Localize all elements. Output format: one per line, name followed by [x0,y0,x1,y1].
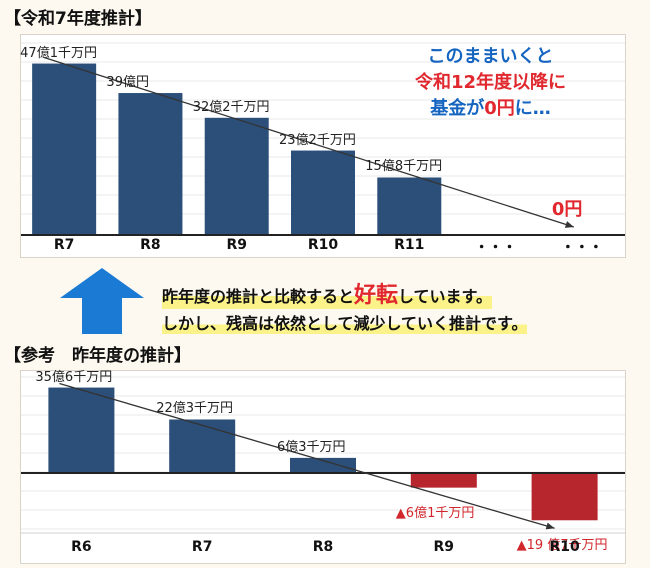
bar-R8 [290,457,356,473]
value-label: 39億円 [106,75,149,91]
section2-title: 【参考 昨年度の推計】 [4,346,191,366]
x-tick-label: R7 [53,237,75,253]
chart-2025-estimate: 47億1千万円 39億円 32億2千万円 23億2千万円 15億8千万円 0円 R7 R8 R9… [20,34,626,258]
value-label: 23億2千万円 [279,132,356,148]
chart2-svg [21,376,625,534]
x-tick-label: R10 [307,237,339,253]
value-label: 6億3千万円 [277,439,346,455]
value-label: 47億1千万円 [20,45,97,61]
trend-arrowhead [545,522,555,530]
bar-R9 [204,117,269,235]
x-tick-label: R11 [394,237,425,253]
negative-value-label: ▲19 億7千万円 [516,538,608,554]
x-tick-label: R6 [71,539,92,555]
trend-arrowhead [564,221,574,228]
outlook-note: このままいくと 令和12年度以降に 基金が0円に… [415,44,566,122]
value-label: 32億2千万円 [192,99,270,115]
trend-line [43,56,575,228]
up-arrow-icon [60,268,144,334]
note-line1: このままいくと [427,46,554,67]
negative-bar-R9 [410,473,477,488]
bar-R7 [32,63,97,235]
negative-value-label: ▲6億1千万円 [395,505,475,521]
trend-line [59,382,555,529]
x-tick-label: R8 [312,539,334,555]
note-line2: 令和12年度以降に [415,72,567,93]
x-tick-label: R9 [226,237,247,253]
chart1-svg [21,42,625,236]
x-tick-label: R9 [433,539,455,555]
bar-R8 [118,93,183,235]
value-label: 22億3千万円 [156,401,234,417]
note-line3: 基金が0円に… [430,98,551,119]
bar-R6 [48,387,115,473]
negative-bar-R10 [531,473,598,521]
bar-R7 [169,419,236,473]
x-tick-label: R8 [140,237,161,253]
zero-value-label: 0円 [551,199,583,220]
x-tick-label: R7 [191,539,213,555]
value-label: 15億8千万円 [365,159,443,175]
value-label: 35億6千万円 [35,369,113,385]
bar-R10 [291,150,355,235]
summary-line2: しかし、残高は依然として減少していく推計です。 [162,310,528,334]
bar-R11 [377,177,442,235]
x-tick-label: ・・・ [474,240,517,256]
chart-previous-estimate: 35億6千万円 22億3千万円 6億3千万円 ▲6億1千万円 ▲19 億7千万円 R6 R7… [20,370,626,564]
x-tick-label: R10 [549,539,580,555]
section1-title: 【令和7年度推計】 [4,9,152,29]
x-tick-label: ・・・ [560,240,603,256]
summary-line1: 昨年度の推計と比較すると好転しています。 [162,277,492,309]
